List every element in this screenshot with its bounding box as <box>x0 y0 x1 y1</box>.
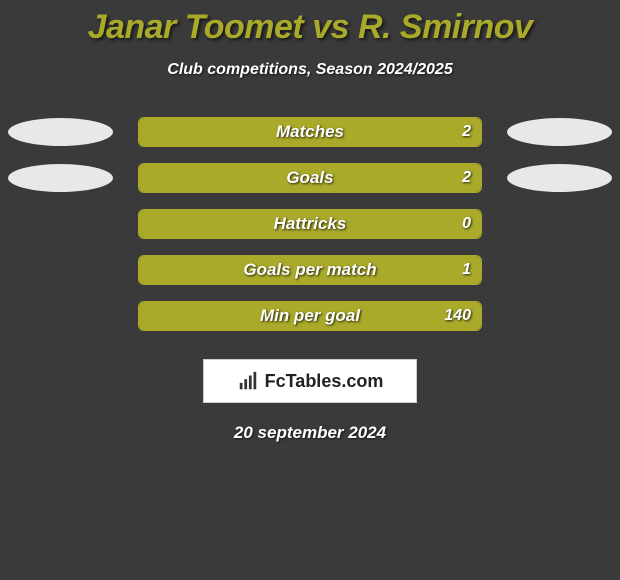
stat-bar-fill <box>139 118 481 146</box>
player-marker-right <box>507 118 612 146</box>
stat-bar-fill <box>139 256 481 284</box>
stat-value: 1 <box>462 256 471 284</box>
subtitle: Club competitions, Season 2024/2025 <box>0 61 620 79</box>
stat-value: 140 <box>444 302 471 330</box>
brand-logo: FcTables.com <box>203 359 417 403</box>
stat-bar: Goals per match1 <box>138 255 482 285</box>
player-marker-right <box>507 164 612 192</box>
brand-text: FcTables.com <box>265 371 384 392</box>
stat-value: 2 <box>462 118 471 146</box>
stat-value: 2 <box>462 164 471 192</box>
player-marker-left <box>8 118 113 146</box>
stats-container: Matches2 Goals2 Hattricks0 Goals per match1… <box>0 117 620 331</box>
stat-value: 0 <box>462 210 471 238</box>
page-title: Janar Toomet vs R. Smirnov <box>0 0 620 47</box>
stat-bar-fill <box>139 164 481 192</box>
player-marker-left <box>8 164 113 192</box>
bar-chart-icon <box>237 370 259 392</box>
stat-bar: Hattricks0 <box>138 209 482 239</box>
stat-row: Matches2 <box>0 117 620 147</box>
stat-bar: Goals2 <box>138 163 482 193</box>
stat-bar: Min per goal140 <box>138 301 482 331</box>
stat-bar: Matches2 <box>138 117 482 147</box>
stat-bar-fill <box>139 302 481 330</box>
stat-bar-fill <box>139 210 481 238</box>
stat-row: Goals per match1 <box>0 255 620 285</box>
stat-row: Goals2 <box>0 163 620 193</box>
stat-row: Hattricks0 <box>0 209 620 239</box>
date-label: 20 september 2024 <box>0 423 620 443</box>
stat-row: Min per goal140 <box>0 301 620 331</box>
